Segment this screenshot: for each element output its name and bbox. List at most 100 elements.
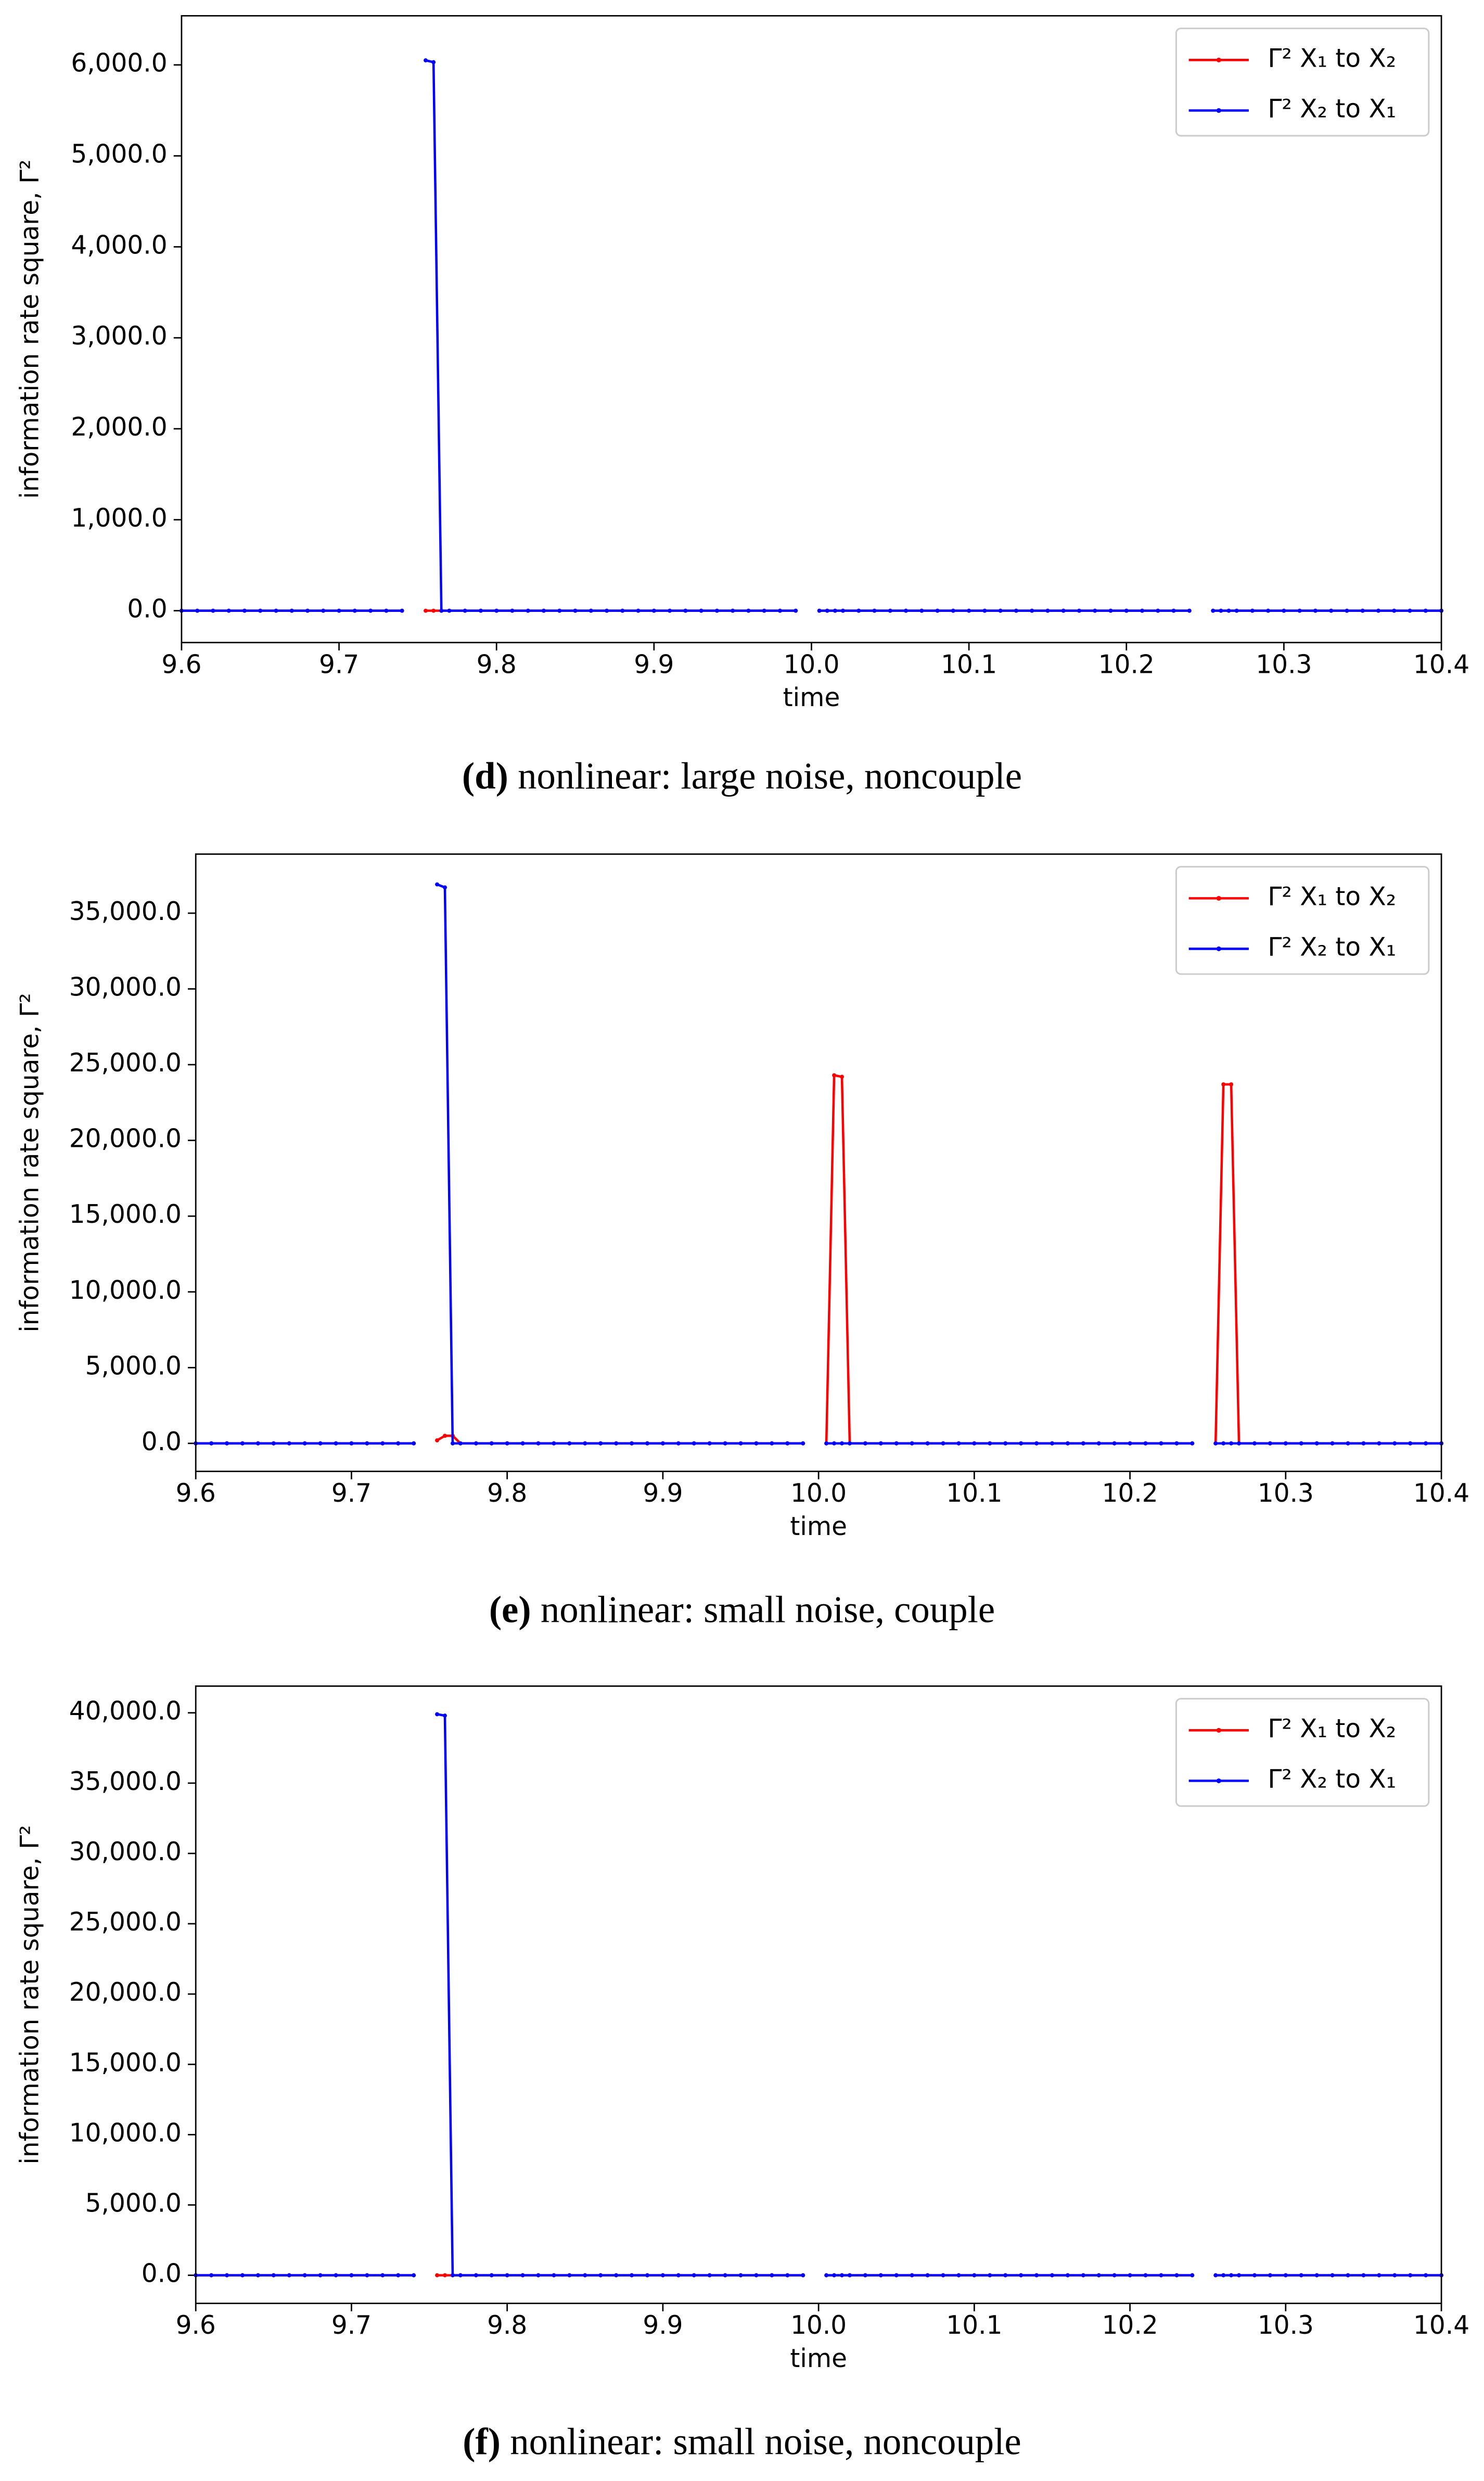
point [520, 2273, 525, 2278]
point [660, 1441, 665, 1446]
y-axis-label: information rate square, Γ² [16, 159, 45, 498]
point [396, 1441, 401, 1446]
point [707, 2273, 712, 2278]
point [824, 2273, 829, 2278]
point [1003, 2273, 1008, 2278]
point [738, 1441, 743, 1446]
point [785, 2273, 790, 2278]
point [1234, 608, 1239, 613]
point [894, 2273, 899, 2278]
point [762, 608, 766, 613]
point [645, 2273, 649, 2278]
point [1019, 1441, 1024, 1446]
point [972, 1441, 977, 1446]
point [226, 608, 231, 613]
point [318, 2273, 323, 2278]
point [352, 608, 357, 613]
x-tick-label: 9.9 [634, 650, 674, 679]
plot-frame [181, 15, 1442, 644]
caption-label: (e) [489, 1588, 531, 1630]
point [723, 1441, 727, 1446]
y-tick-label: 15,000.0 [69, 2048, 182, 2077]
point [1283, 1441, 1288, 1446]
point [431, 60, 436, 65]
point [349, 1441, 354, 1446]
point [1143, 1441, 1148, 1446]
x-tick-label: 9.6 [161, 650, 201, 679]
x-tick-label: 9.9 [643, 2311, 683, 2340]
point [778, 608, 782, 613]
point [707, 1441, 712, 1446]
point [1330, 2273, 1335, 2278]
point [536, 2273, 541, 2278]
point [956, 1441, 961, 1446]
point [1034, 2273, 1039, 2278]
point [1050, 2273, 1054, 2278]
point [1187, 608, 1192, 613]
point [1050, 1441, 1054, 1446]
point [589, 608, 593, 613]
point [676, 2273, 681, 2278]
point [941, 1441, 945, 1446]
point [489, 2273, 494, 2278]
point [919, 608, 924, 613]
point [494, 608, 499, 613]
point [925, 1441, 930, 1446]
point [841, 608, 845, 613]
legend-label: Γ² X₁ to X₂ [1268, 882, 1396, 911]
legend-marker [1216, 1728, 1221, 1733]
point [458, 1441, 463, 1446]
point [801, 2273, 805, 2278]
point [1392, 1441, 1397, 1446]
point [1211, 608, 1216, 613]
point [424, 608, 428, 613]
point [1237, 2273, 1242, 2278]
x-tick-label: 10.1 [946, 1479, 1002, 1508]
legend-box [1175, 1698, 1430, 1807]
point [1221, 2273, 1226, 2278]
point [1030, 608, 1034, 613]
point [489, 1441, 494, 1446]
point [380, 1441, 385, 1446]
x-tick-label: 9.8 [477, 650, 517, 679]
legend-box [1175, 28, 1430, 137]
point [384, 608, 389, 613]
point [505, 1441, 509, 1446]
point [1128, 2273, 1132, 2278]
x-tick-label: 9.8 [487, 2311, 527, 2340]
point [1424, 2273, 1428, 2278]
point [302, 2273, 307, 2278]
point [1159, 1441, 1163, 1446]
point [478, 608, 483, 613]
point [692, 2273, 696, 2278]
point [302, 1441, 307, 1446]
point [458, 2273, 463, 2278]
point [731, 608, 735, 613]
point [630, 1441, 634, 1446]
point [738, 2273, 743, 2278]
point [1045, 608, 1050, 613]
point [636, 608, 641, 613]
point [412, 1441, 416, 1446]
y-axis-label: information rate square, Γ² [16, 993, 45, 1332]
point [1213, 2273, 1218, 2278]
point [1282, 608, 1286, 613]
point [1226, 608, 1231, 613]
point [337, 608, 341, 613]
point [1299, 1441, 1303, 1446]
point [1329, 608, 1334, 613]
point [255, 2273, 260, 2278]
y-tick-label: 0.0 [142, 1427, 182, 1456]
x-tick-label: 10.0 [783, 650, 839, 679]
point [1229, 2273, 1234, 2278]
x-axis-label: time [783, 683, 840, 712]
point [289, 608, 294, 613]
point [1034, 1441, 1039, 1446]
caption: nonlinear: small noise, noncouple [510, 2420, 1021, 2462]
y-axis-label: information rate square, Γ² [16, 1825, 45, 2164]
point [754, 2273, 759, 2278]
legend-marker [1216, 896, 1221, 901]
y-tick-label: 35,000.0 [69, 1767, 182, 1796]
